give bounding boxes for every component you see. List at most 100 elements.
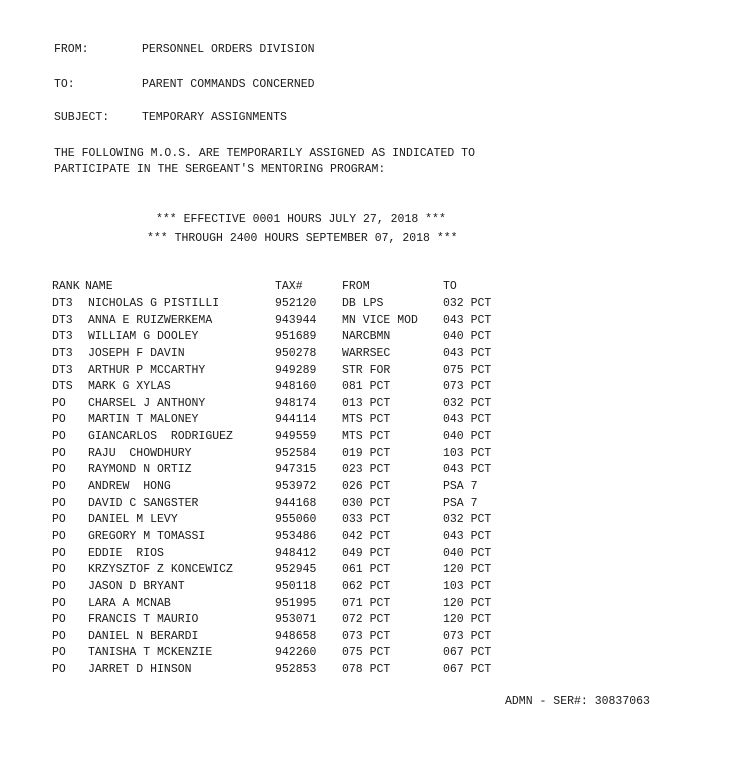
- table-row: PO LARA A MCNAB 951995 071 PCT 120 PCT: [0, 597, 737, 613]
- cell-from: MTS PCT: [342, 430, 391, 444]
- cell-name: JOSEPH F DAVIN: [88, 346, 185, 360]
- table-row: DT3 ANNA E RUIZWERKEMA 943944 MN VICE MOD 04…: [0, 314, 737, 330]
- cell-from: 072 PCT: [342, 613, 391, 627]
- cell-rank: DT3: [52, 346, 73, 360]
- table-header: RANK NAME TAX# FROM TO: [0, 280, 737, 296]
- cell-from: STR FOR: [342, 363, 391, 377]
- cell-to: 040 PCT: [443, 430, 492, 444]
- cell-rank: DT3: [52, 297, 73, 310]
- table-row: PO DANIEL N BERARDI 948658 073 PCT 073 PCT: [0, 630, 737, 646]
- cell-name: FRANCIS T MAURIO: [88, 613, 199, 627]
- cell-rank: DTS: [52, 380, 73, 394]
- cell-from: 078 PCT: [342, 663, 391, 677]
- cell-name: CHARSEL J ANTHONY: [88, 396, 206, 410]
- cell-to: 120 PCT: [443, 596, 492, 610]
- table-row: PO DAVID C SANGSTER 944168 030 PCT PSA 7: [0, 497, 737, 513]
- cell-tax-number: 952120: [275, 297, 317, 310]
- cell-to: 043 PCT: [443, 313, 492, 327]
- table-row: PO EDDIE RIOS 948412 049 PCT 040 PCT: [0, 547, 737, 563]
- table-row: PO FRANCIS T MAURIO 953071 072 PCT 120 PCT: [0, 613, 737, 629]
- col-to: TO: [443, 280, 457, 293]
- cell-name: WILLIAM G DOOLEY: [88, 330, 199, 344]
- cell-from: DB LPS: [342, 297, 384, 310]
- cell-name: MARK G XYLAS: [88, 380, 171, 394]
- cell-name: ARTHUR P MCCARTHY: [88, 363, 206, 377]
- cell-from: 075 PCT: [342, 646, 391, 660]
- cell-tax-number: 948160: [275, 380, 317, 394]
- cell-name: NICHOLAS G PISTILLI: [88, 297, 220, 310]
- body-line-1: THE FOLLOWING M.O.S. ARE TEMPORARILY ASS…: [54, 147, 475, 160]
- cell-tax-number: 948174: [275, 396, 317, 410]
- table-row: PO RAYMOND N ORTIZ 947315 023 PCT 043 PCT: [0, 463, 737, 479]
- cell-name: DANIEL N BERARDI: [88, 629, 199, 643]
- cell-name: RAJU CHOWDHURY: [88, 446, 192, 460]
- cell-to: 040 PCT: [443, 546, 492, 560]
- cell-to: 043 PCT: [443, 529, 492, 543]
- table-row: PO TANISHA T MCKENZIE 942260 075 PCT 067 PCT: [0, 646, 737, 662]
- table-row: PO GIANCARLOS RODRIGUEZ 949559 MTS PCT 040 P…: [0, 430, 737, 446]
- cell-from: 026 PCT: [342, 480, 391, 494]
- cell-name: ANNA E RUIZWERKEMA: [88, 313, 213, 327]
- cell-tax-number: 947315: [275, 463, 317, 477]
- serial-number: ADMN - SER#: 30837063: [505, 695, 650, 708]
- cell-from: 062 PCT: [342, 579, 391, 593]
- cell-tax-number: 952584: [275, 446, 317, 460]
- cell-to: 040 PCT: [443, 330, 492, 344]
- cell-rank: PO: [52, 413, 66, 427]
- col-tax: TAX#: [275, 280, 303, 293]
- cell-to: 073 PCT: [443, 380, 492, 394]
- cell-name: JASON D BRYANT: [88, 579, 185, 593]
- table-row: PO GREGORY M TOMASSI 953486 042 PCT 043 PCT: [0, 530, 737, 546]
- cell-to: 032 PCT: [443, 396, 492, 410]
- cell-to: 073 PCT: [443, 629, 492, 643]
- cell-from: 081 PCT: [342, 380, 391, 394]
- cell-to: PSA 7: [443, 496, 478, 510]
- table-row: DTS MARK G XYLAS 948160 081 PCT 073 PCT: [0, 380, 737, 396]
- cell-tax-number: 952853: [275, 663, 317, 677]
- to-label: TO:: [54, 78, 75, 91]
- col-name: NAME: [85, 280, 113, 293]
- cell-to: 067 PCT: [443, 646, 492, 660]
- cell-tax-number: 944114: [275, 413, 317, 427]
- cell-to: 103 PCT: [443, 446, 492, 460]
- cell-from: 033 PCT: [342, 513, 391, 527]
- cell-name: JARRET D HINSON: [88, 663, 192, 677]
- cell-to: 103 PCT: [443, 579, 492, 593]
- cell-tax-number: 953972: [275, 480, 317, 494]
- cell-to: 043 PCT: [443, 463, 492, 477]
- cell-rank: PO: [52, 579, 66, 593]
- cell-rank: PO: [52, 446, 66, 460]
- cell-name: GREGORY M TOMASSI: [88, 529, 206, 543]
- cell-rank: DT3: [52, 313, 73, 327]
- cell-to: 120 PCT: [443, 563, 492, 577]
- cell-from: MTS PCT: [342, 413, 391, 427]
- cell-name: EDDIE RIOS: [88, 546, 164, 560]
- cell-rank: PO: [52, 629, 66, 643]
- cell-tax-number: 953071: [275, 613, 317, 627]
- table-row: DT3 WILLIAM G DOOLEY 951689 NARCBMN 040 PCT: [0, 330, 737, 346]
- cell-tax-number: 949289: [275, 363, 317, 377]
- cell-to: 043 PCT: [443, 346, 492, 360]
- cell-from: 042 PCT: [342, 529, 391, 543]
- cell-name: MARTIN T MALONEY: [88, 413, 199, 427]
- cell-to: 043 PCT: [443, 413, 492, 427]
- cell-from: 030 PCT: [342, 496, 391, 510]
- cell-rank: PO: [52, 496, 66, 510]
- cell-name: KRZYSZTOF Z KONCEWICZ: [88, 563, 233, 577]
- cell-rank: DT3: [52, 330, 73, 344]
- table-row: PO KRZYSZTOF Z KONCEWICZ 952945 061 PCT 120 …: [0, 563, 737, 579]
- cell-to: 032 PCT: [443, 513, 492, 527]
- cell-name: GIANCARLOS RODRIGUEZ: [88, 430, 233, 444]
- cell-name: ANDREW HONG: [88, 480, 171, 494]
- cell-rank: PO: [52, 529, 66, 543]
- cell-rank: PO: [52, 430, 66, 444]
- table-row: PO ANDREW HONG 953972 026 PCT PSA 7: [0, 480, 737, 496]
- from-label: FROM:: [54, 43, 89, 56]
- cell-tax-number: 951689: [275, 330, 317, 344]
- cell-from: 019 PCT: [342, 446, 391, 460]
- cell-rank: PO: [52, 613, 66, 627]
- cell-tax-number: 948412: [275, 546, 317, 560]
- col-from: FROM: [342, 280, 370, 293]
- cell-from: 023 PCT: [342, 463, 391, 477]
